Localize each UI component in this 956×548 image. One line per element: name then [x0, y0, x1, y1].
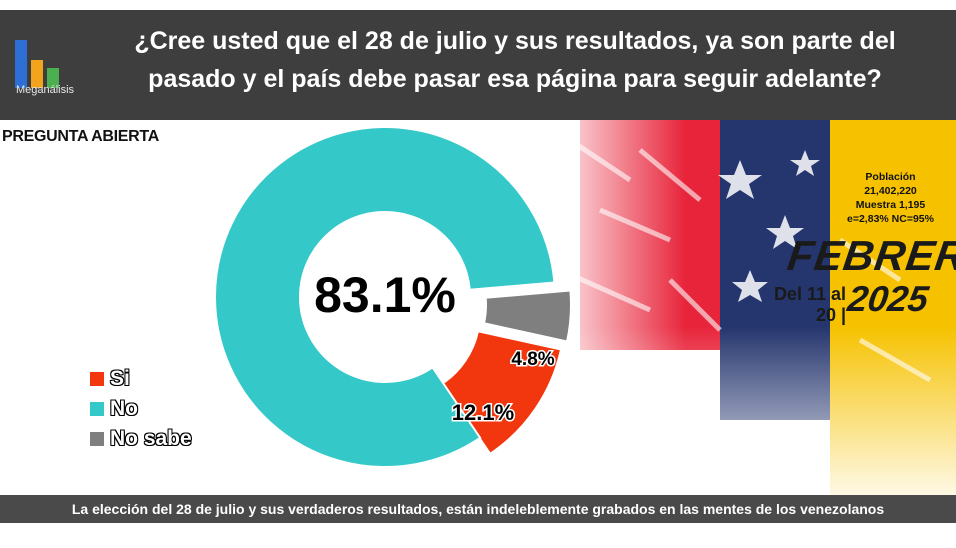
data-label-si: 12.1% — [452, 400, 514, 425]
date-range: Del 11 al 20 | — [773, 284, 846, 325]
data-label-no: 83.1% — [314, 267, 456, 323]
question-type-label: PREGUNTA ABIERTA — [2, 128, 159, 145]
data-label-nosabe: 4.8% — [511, 349, 554, 370]
sample-info: Población 21,402,220 Muestra 1,195 e=2,8… — [828, 170, 953, 226]
legend-swatch-no — [90, 402, 104, 416]
error-margin: e=2,83% NC=95% — [847, 213, 934, 225]
meganalisis-logo — [15, 40, 59, 88]
venezuela-flag-background — [540, 120, 956, 495]
legend-item-si: Si — [90, 364, 192, 394]
legend-swatch-nosabe — [90, 432, 104, 446]
population-value: 21,402,220 — [864, 185, 917, 197]
bottom-strip — [0, 523, 956, 548]
footer-caption: La elección del 28 de julio y sus verdad… — [0, 495, 956, 523]
donut-chart: 12.1% 83.1% 4.8% — [214, 126, 572, 468]
sample-size: Muestra 1,195 — [855, 199, 926, 211]
question-line-2: pasado y el país debe pasar esa página p… — [148, 65, 882, 93]
slice-no — [214, 126, 556, 468]
legend-swatch-si — [90, 372, 104, 386]
logo-text: Meganálisis — [15, 84, 75, 96]
question-title: ¿Cree usted que el 28 de julio y sus res… — [90, 22, 940, 98]
legend-item-no: No — [90, 394, 192, 424]
legend-item-nosabe: No sabe — [90, 424, 192, 454]
legend-label-no: No — [110, 397, 138, 420]
header-bar — [0, 10, 956, 120]
slice-si — [441, 330, 563, 456]
slice-nosabe — [482, 289, 572, 343]
question-line-1: ¿Cree usted que el 28 de julio y sus res… — [134, 27, 896, 55]
chart-legend: Si No No sabe — [90, 364, 192, 454]
population-label: Población — [865, 171, 916, 183]
legend-label-nosabe: No sabe — [110, 427, 192, 450]
top-strip — [0, 0, 956, 10]
legend-label-si: Si — [110, 367, 130, 390]
